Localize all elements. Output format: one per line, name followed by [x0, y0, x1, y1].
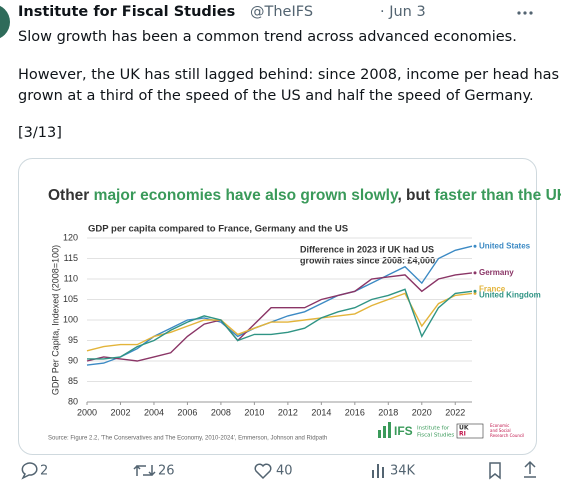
avatar[interactable]	[0, 4, 10, 40]
x-tick-label: 2022	[445, 407, 465, 417]
x-tick-label: 2014	[311, 407, 331, 417]
y-tick-label: 95	[68, 335, 78, 345]
views-button[interactable]: 34K	[372, 464, 416, 479]
tweet-text: grown at a third of the speed of the US …	[18, 88, 534, 104]
tweet-text: However, the UK has still lagged behind:…	[18, 67, 559, 83]
retweet-button[interactable]: 26	[133, 464, 175, 479]
y-tick-label: 115	[64, 253, 78, 263]
title-part: , but	[397, 187, 434, 204]
end-marker	[473, 291, 477, 295]
annotation: Difference in 2023 if UK had US	[300, 244, 434, 254]
ifs-logo: IFS Institute for Fiscal Studies UK RI E…	[378, 422, 524, 439]
handle[interactable]: @TheIFS	[250, 4, 313, 20]
x-tick-label: 2002	[110, 407, 130, 417]
x-tick-label: 2008	[211, 407, 231, 417]
source: Source: Figure 2.2, 'The Conservatives a…	[48, 436, 327, 442]
y-tick-label: 85	[68, 376, 78, 386]
chart-subtitle: GDP per capita compared to France, Germa…	[88, 224, 348, 235]
reply-button[interactable]: 2	[21, 462, 48, 480]
y-tick-label: 110	[64, 273, 78, 283]
more-button[interactable]	[517, 11, 533, 15]
share-button[interactable]	[524, 460, 536, 478]
title-part: major economies have also grown slowly	[94, 187, 399, 204]
x-tick-label: 2004	[144, 407, 164, 417]
series-line	[87, 288, 473, 360]
tweet-text: Slow growth has been a common trend acro…	[18, 29, 517, 45]
logo-text: RI	[459, 431, 466, 438]
logo-text: Research Council	[490, 433, 524, 438]
x-tick-label: 2018	[378, 407, 398, 417]
y-tick-label: 120	[63, 232, 78, 242]
author[interactable]: Institute for Fiscal Studies	[18, 4, 235, 20]
y-axis-label: GDP Per Capita, Indexed (2008=100)	[50, 245, 60, 395]
x-tick-label: 2012	[278, 407, 298, 417]
series-label: Germany	[479, 268, 514, 277]
like-count: 40	[276, 464, 293, 479]
logo-text: and Social	[490, 428, 511, 433]
y-tick-label: 105	[63, 294, 78, 304]
x-tick-label: 2016	[345, 407, 365, 417]
date[interactable]: · Jun 3	[380, 4, 426, 20]
logo-text: Institute for	[417, 426, 450, 432]
logo-text: IFS	[394, 424, 413, 438]
chart-title: Other major economies have also grown sl…	[48, 187, 561, 204]
view-count: 34K	[390, 464, 416, 479]
end-marker	[473, 244, 477, 248]
end-marker	[473, 271, 477, 275]
series-line	[86, 272, 473, 362]
logo-text: Economic	[490, 423, 509, 428]
x-tick-label: 2020	[412, 407, 432, 417]
y-tick-label: 90	[68, 355, 78, 365]
y-tick-label: 100	[63, 314, 78, 324]
reply-count: 2	[40, 464, 48, 479]
y-tick-label: 80	[68, 396, 78, 406]
title-part: Other	[48, 187, 94, 204]
media-card[interactable]	[18, 158, 537, 455]
logo-text: Fiscal Studies	[417, 433, 454, 439]
annotation: growth rates since 2008: £4,000	[300, 255, 435, 265]
tweet-text: [3/13]	[18, 125, 62, 141]
series-label: United States	[479, 241, 531, 250]
retweet-count: 26	[158, 464, 175, 479]
logo-text: UK	[459, 425, 469, 432]
x-tick-label: 2006	[177, 407, 197, 417]
x-tick-label: 2010	[244, 407, 264, 417]
series-label: United Kingdom	[479, 290, 541, 299]
title-part: faster than the UK	[434, 187, 561, 204]
bookmark-button[interactable]	[489, 462, 501, 480]
x-tick-label: 2000	[77, 407, 97, 417]
end-marker	[473, 289, 477, 293]
series-label: France	[479, 284, 506, 293]
like-button[interactable]: 40	[254, 464, 293, 480]
